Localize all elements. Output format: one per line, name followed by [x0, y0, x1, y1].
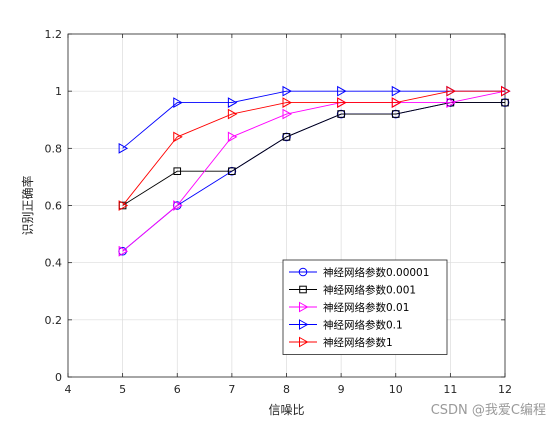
data-point-marker — [337, 97, 347, 108]
legend-entry: 神经网络参数0.1 — [289, 319, 403, 332]
x-tick-label: 9 — [338, 383, 345, 396]
data-point-marker — [446, 85, 456, 97]
y-tick-label: 0.8 — [45, 142, 63, 155]
legend-label: 神经网络参数0.01 — [323, 301, 409, 314]
data-point-marker — [173, 200, 183, 211]
data-point-marker — [173, 131, 183, 143]
legend-label: 神经网络参数0.001 — [323, 284, 416, 297]
x-tick-label: 7 — [228, 383, 235, 396]
legend-marker-swatch — [299, 285, 307, 294]
series-line — [122, 90, 506, 252]
data-point-marker — [173, 167, 182, 175]
data-point-marker — [391, 110, 400, 118]
data-point-marker — [118, 200, 129, 211]
data-point-marker — [227, 108, 238, 120]
legend-marker-swatch — [298, 267, 308, 277]
legend-marker-swatch — [299, 301, 309, 313]
data-point-marker — [228, 167, 236, 175]
data-point-marker — [501, 98, 509, 107]
ticks: 4 5 6 7 8 9 10 11 12 0 0.2 0.4 0.6 0.8 1 1.2 — [45, 28, 513, 396]
x-tick-label: 8 — [283, 383, 290, 396]
series-line — [122, 90, 505, 206]
data-point-marker — [227, 131, 238, 143]
y-tick-label: 0.6 — [45, 200, 63, 213]
data-point-marker — [337, 110, 345, 118]
series-4 — [118, 85, 511, 211]
data-point-marker — [282, 97, 293, 108]
data-point-marker — [501, 85, 511, 97]
x-axis-title: 信噪比 — [268, 403, 304, 417]
legend-entry: 神经网络参数0.01 — [289, 301, 409, 314]
data-point-marker — [227, 97, 238, 108]
y-tick-label: 0.4 — [45, 257, 63, 270]
y-tick-label: 1.2 — [45, 28, 63, 41]
data-point-marker — [118, 142, 129, 154]
data-point-marker — [282, 85, 293, 97]
legend-marker-swatch — [299, 336, 309, 348]
x-tick-label: 4 — [65, 383, 72, 396]
data-point-marker — [391, 97, 402, 108]
legend-entry: 神经网络参数0.001 — [289, 284, 416, 297]
legend-marker-swatch — [299, 319, 309, 330]
legend: 神经网络参数0.00001 神经网络参数0.001 神经网络参数0.01 神经网络参数… — [282, 259, 448, 355]
x-tick-label: 11 — [443, 383, 457, 396]
y-tick-label: 1 — [55, 85, 62, 98]
legend-label: 神经网络参数1 — [323, 336, 393, 349]
data-point-marker — [173, 97, 183, 108]
data-point-marker — [118, 245, 129, 257]
legend-label: 神经网络参数0.1 — [323, 319, 403, 332]
series-layer — [118, 85, 511, 257]
series-line — [122, 102, 505, 206]
x-tick-label: 5 — [119, 383, 126, 396]
data-point-marker — [337, 85, 347, 97]
y-axis-title: 识别正确率 — [20, 175, 35, 235]
x-tick-label: 12 — [498, 383, 512, 396]
legend-entry: 神经网络参数0.00001 — [289, 266, 429, 279]
legend-entry: 神经网络参数1 — [289, 336, 393, 349]
data-point-marker — [391, 85, 402, 97]
data-point-marker — [446, 97, 456, 108]
data-point-marker — [282, 108, 293, 120]
x-tick-label: 10 — [389, 383, 403, 396]
series-line — [122, 90, 505, 149]
x-tick-label: 6 — [174, 383, 181, 396]
watermark-text: CSDN @我爱C编程 — [431, 403, 546, 418]
y-tick-label: 0.2 — [45, 314, 63, 327]
legend-label: 神经网络参数0.00001 — [323, 266, 429, 279]
data-point-marker — [282, 133, 291, 141]
y-tick-label: 0 — [55, 371, 62, 384]
